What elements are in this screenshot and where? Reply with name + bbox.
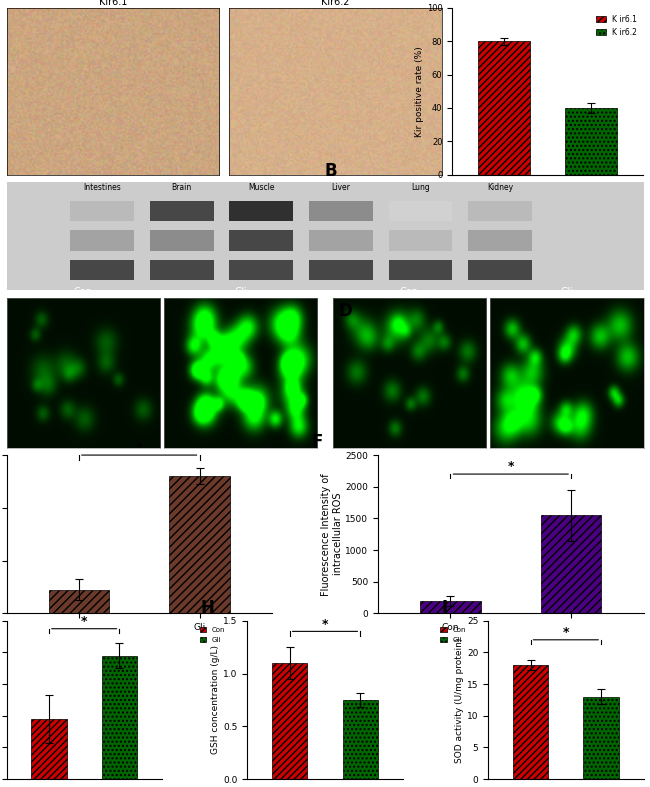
Bar [150,201,213,221]
Bar [229,201,293,221]
Y-axis label: Fluorescence Intensity of
intracellular ROS: Fluorescence Intensity of intracellular … [321,473,343,596]
Bar [70,231,134,251]
Y-axis label: Kir positive rate (%): Kir positive rate (%) [415,46,424,137]
Bar [309,231,373,251]
Bar [513,665,548,779]
Title: Gli: Gli [234,287,247,297]
Legend: Con, Gli: Con, Gli [197,624,228,645]
Bar [468,201,532,221]
Bar [541,515,601,613]
Text: H: H [201,599,214,617]
Title: Kir6.2: Kir6.2 [321,0,350,7]
Y-axis label: GSH concentration (g/L): GSH concentration (g/L) [211,645,220,755]
Bar [229,260,293,280]
Bar [421,600,480,613]
Text: *: * [508,460,514,473]
Text: A: A [13,17,26,34]
Text: *: * [322,618,328,630]
Text: Lung: Lung [411,183,430,192]
Bar [566,108,618,175]
Bar [150,260,213,280]
Bar [389,231,452,251]
Bar [309,260,373,280]
Bar [468,231,532,251]
Bar [102,656,137,779]
Text: C: C [13,302,25,320]
Text: Brain: Brain [172,183,192,192]
Text: B: B [325,162,337,179]
Bar [31,719,66,779]
Text: I: I [441,599,448,617]
Text: Intestines: Intestines [83,183,121,192]
Text: D: D [339,302,353,320]
Title: Gli: Gli [560,287,573,297]
Text: *: * [81,615,88,628]
Bar [150,231,213,251]
Legend: Con, Gli: Con, Gli [437,624,469,645]
Bar [389,260,452,280]
Bar [309,201,373,221]
Bar [70,201,134,221]
Y-axis label: SOD activity (U/mg protein): SOD activity (U/mg protein) [455,637,464,763]
Text: *: * [136,442,142,454]
Bar [343,700,378,779]
Title: Con: Con [400,287,419,297]
Bar [272,663,307,779]
Title: Con: Con [73,287,92,297]
Text: *: * [562,626,569,639]
Bar [389,201,452,221]
Text: Kidney: Kidney [487,183,514,192]
Text: F: F [312,433,323,451]
Bar [584,696,619,779]
Bar [478,41,530,175]
Text: Liver: Liver [332,183,350,192]
Bar [229,231,293,251]
Legend: K ir6.1, K ir6.2: K ir6.1, K ir6.2 [593,12,640,39]
Bar [468,260,532,280]
Text: Muscle: Muscle [248,183,274,192]
Bar [70,260,134,280]
Title: Kir6.1: Kir6.1 [99,0,127,7]
Bar [49,589,109,613]
Bar [170,476,229,613]
